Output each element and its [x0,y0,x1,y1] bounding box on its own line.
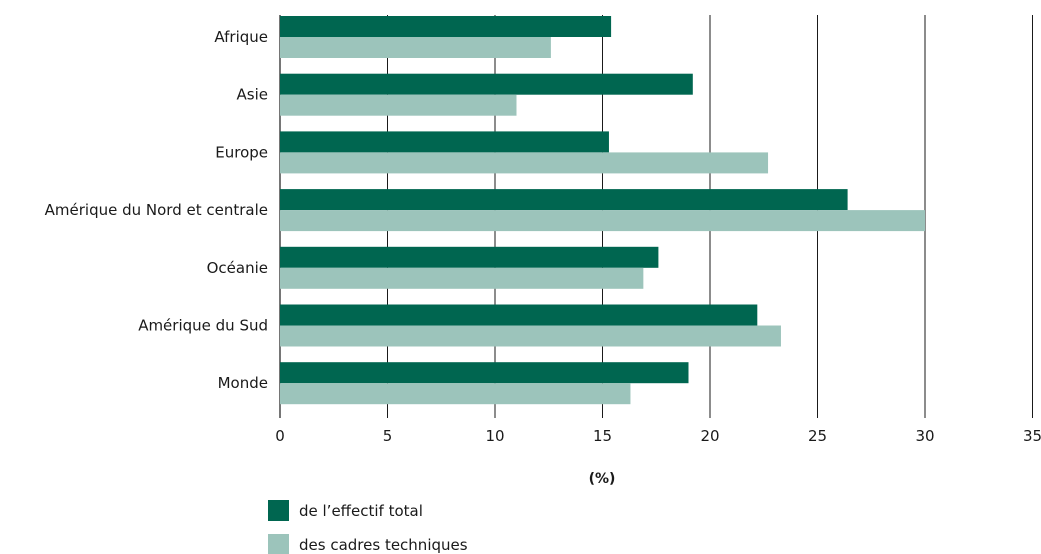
bar-cadres-techniques-6 [280,383,631,405]
x-tick-label: 10 [485,427,504,445]
legend: de l’effectif total des cadres techniques [268,500,468,554]
x-tick-label: 5 [383,427,393,445]
category-label: Afrique [214,28,268,46]
bar-cadres-techniques-5 [280,325,781,347]
category-labels: Afrique Asie Europe Amérique du Nord et cen… [45,28,268,392]
bar-cadres-techniques-1 [280,94,517,116]
legend-swatch [268,500,289,521]
x-tick-label: 0 [275,427,285,445]
category-label: Amérique du Nord et centrale [45,201,268,219]
bar-effectif-total-5 [280,304,758,326]
bar-cadres-techniques-0 [280,37,551,58]
legend-swatch [268,534,289,554]
category-label: Europe [215,143,268,161]
bar-cadres-techniques-2 [280,152,769,174]
bar-effectif-total-1 [280,73,693,95]
legend-label: des cadres techniques [299,536,468,554]
legend-label: de l’effectif total [299,502,423,520]
bar-effectif-total-3 [280,189,848,211]
x-tick-label: 20 [700,427,719,445]
bar-cadres-techniques-4 [280,267,644,289]
bar-effectif-total-2 [280,131,609,153]
x-axis-title: (%) [589,471,616,487]
x-tick-label: 15 [593,427,612,445]
bar-effectif-total-0 [280,16,612,37]
x-tick-label: 35 [1023,427,1041,445]
category-label: Asie [237,86,268,104]
bars [280,16,925,405]
x-tick-label: 30 [915,427,934,445]
category-label: Amérique du Sud [138,317,268,335]
bar-effectif-total-6 [280,362,689,384]
bar-effectif-total-4 [280,246,659,268]
x-tick-label: 25 [808,427,827,445]
bar-cadres-techniques-3 [280,210,925,232]
category-label: Océanie [207,259,268,277]
x-axis-ticks: 0 5 10 15 20 25 30 35 [275,427,1041,445]
category-label: Monde [218,374,268,392]
